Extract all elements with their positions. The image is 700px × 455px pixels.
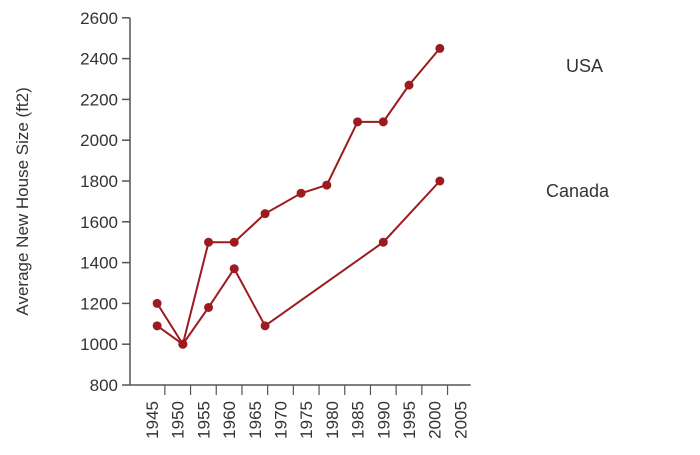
x-tick-label: 1945 bbox=[143, 401, 162, 439]
y-tick-label: 1800 bbox=[80, 172, 118, 191]
data-point bbox=[260, 321, 270, 331]
y-tick-label: 2200 bbox=[80, 90, 118, 109]
data-point bbox=[229, 264, 239, 274]
data-point bbox=[404, 80, 414, 90]
y-tick-label: 1200 bbox=[80, 294, 118, 313]
x-tick-label: 1980 bbox=[323, 401, 342, 439]
data-point bbox=[229, 237, 239, 247]
data-point bbox=[152, 298, 162, 308]
data-point bbox=[378, 117, 388, 127]
y-tick-label: 2000 bbox=[80, 131, 118, 150]
data-point bbox=[378, 237, 388, 247]
data-point bbox=[204, 237, 214, 247]
x-tick-label: 1965 bbox=[246, 401, 265, 439]
x-tick-label: 1955 bbox=[194, 401, 213, 439]
x-axis: 1945 1950 1955 1960 1965 1970 1975 1980 1985 1990… bbox=[130, 384, 471, 439]
series-line bbox=[156, 180, 441, 347]
data-point bbox=[296, 188, 306, 198]
y-tick-label: 1600 bbox=[80, 213, 118, 232]
y-tick-label: 2400 bbox=[80, 50, 118, 69]
x-tick-label: 1950 bbox=[169, 401, 188, 439]
y-tick-label: 1400 bbox=[80, 254, 118, 273]
y-tick-label: 2600 bbox=[80, 9, 118, 28]
series-layer: USA Canada bbox=[152, 43, 610, 349]
x-tick-label: 2000 bbox=[426, 401, 445, 439]
x-tick-label: 1975 bbox=[297, 401, 316, 439]
x-tick-label: 1985 bbox=[349, 401, 368, 439]
x-tick-label: 2005 bbox=[451, 401, 470, 439]
data-point bbox=[204, 302, 214, 312]
x-tick-label: 1970 bbox=[272, 401, 291, 439]
data-point bbox=[353, 117, 363, 127]
data-point bbox=[322, 180, 332, 190]
y-axis-title: Average New House Size (ft2) bbox=[13, 87, 32, 315]
y-tick-label: 800 bbox=[90, 376, 118, 395]
y-tick-label: 1000 bbox=[80, 335, 118, 354]
x-tick-label: 1995 bbox=[400, 401, 419, 439]
series-label: Canada bbox=[546, 181, 610, 201]
data-point bbox=[435, 43, 445, 53]
data-point bbox=[152, 321, 162, 331]
data-point bbox=[178, 339, 188, 349]
series-usa bbox=[152, 43, 445, 349]
x-tick-label: 1960 bbox=[220, 401, 239, 439]
x-tick-label: 1990 bbox=[374, 401, 393, 439]
y-axis: 800 1000 1200 1400 1600 1800 2000 2200 2400 2600 bbox=[80, 9, 131, 395]
series-label: USA bbox=[566, 56, 603, 76]
data-point bbox=[260, 209, 270, 219]
data-point bbox=[435, 176, 445, 186]
series-canada bbox=[152, 176, 445, 349]
